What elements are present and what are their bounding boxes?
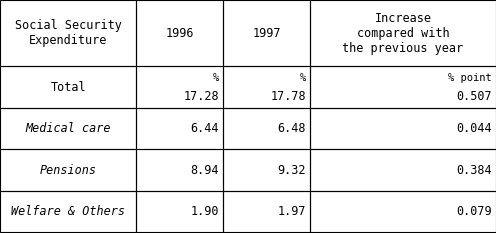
Text: 0.384: 0.384 bbox=[456, 164, 492, 177]
Bar bbox=[136, 0, 223, 66]
Bar bbox=[223, 108, 310, 149]
Text: 1.90: 1.90 bbox=[190, 205, 219, 218]
Bar bbox=[310, 0, 496, 66]
Bar bbox=[0, 149, 136, 191]
Text: % point: % point bbox=[448, 73, 492, 83]
Text: Pensions: Pensions bbox=[40, 164, 97, 177]
Bar bbox=[0, 66, 136, 108]
Text: Welfare & Others: Welfare & Others bbox=[11, 205, 125, 218]
Text: %: % bbox=[300, 73, 306, 83]
Text: 9.32: 9.32 bbox=[277, 164, 306, 177]
Bar bbox=[136, 108, 223, 149]
Bar bbox=[223, 149, 310, 191]
Bar bbox=[310, 149, 496, 191]
Text: %: % bbox=[213, 73, 219, 83]
Text: 1996: 1996 bbox=[166, 27, 194, 40]
Text: 8.94: 8.94 bbox=[190, 164, 219, 177]
Bar bbox=[136, 191, 223, 232]
Bar bbox=[223, 191, 310, 232]
Bar bbox=[136, 149, 223, 191]
Bar bbox=[310, 191, 496, 232]
Text: 0.079: 0.079 bbox=[456, 205, 492, 218]
Text: 6.48: 6.48 bbox=[277, 122, 306, 135]
Text: Social Security
Expenditure: Social Security Expenditure bbox=[15, 19, 122, 47]
Bar bbox=[310, 66, 496, 108]
Bar bbox=[136, 66, 223, 108]
Text: 0.044: 0.044 bbox=[456, 122, 492, 135]
Text: 17.78: 17.78 bbox=[270, 90, 306, 103]
Bar bbox=[0, 191, 136, 232]
Bar bbox=[0, 108, 136, 149]
Text: 17.28: 17.28 bbox=[184, 90, 219, 103]
Text: 1997: 1997 bbox=[252, 27, 281, 40]
Bar bbox=[310, 108, 496, 149]
Text: 6.44: 6.44 bbox=[190, 122, 219, 135]
Text: 0.507: 0.507 bbox=[456, 90, 492, 103]
Bar bbox=[223, 0, 310, 66]
Text: 1.97: 1.97 bbox=[277, 205, 306, 218]
Text: Increase
compared with
the previous year: Increase compared with the previous year bbox=[342, 12, 464, 55]
Text: Total: Total bbox=[51, 81, 86, 94]
Bar bbox=[0, 0, 136, 66]
Text: Medical care: Medical care bbox=[25, 122, 111, 135]
Bar bbox=[223, 66, 310, 108]
